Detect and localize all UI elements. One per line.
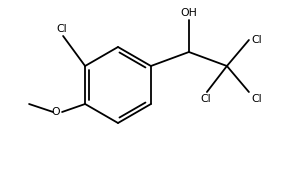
Text: Cl: Cl [57, 24, 67, 34]
Text: OH: OH [181, 8, 197, 18]
Text: Cl: Cl [251, 35, 262, 45]
Text: Cl: Cl [251, 94, 262, 104]
Text: Cl: Cl [201, 94, 211, 104]
Text: O: O [52, 107, 60, 117]
